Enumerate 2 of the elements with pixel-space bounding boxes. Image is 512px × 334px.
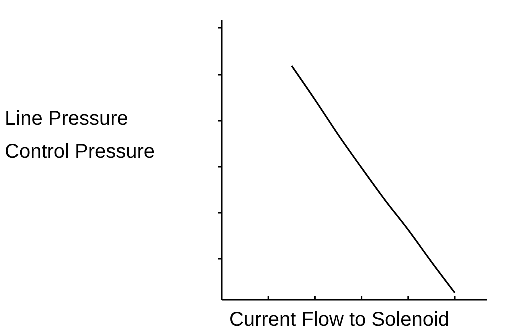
x-axis-title: Current Flow to Solenoid [229,309,450,331]
y-axis-title: Line Pressure Control Pressure [5,108,156,163]
